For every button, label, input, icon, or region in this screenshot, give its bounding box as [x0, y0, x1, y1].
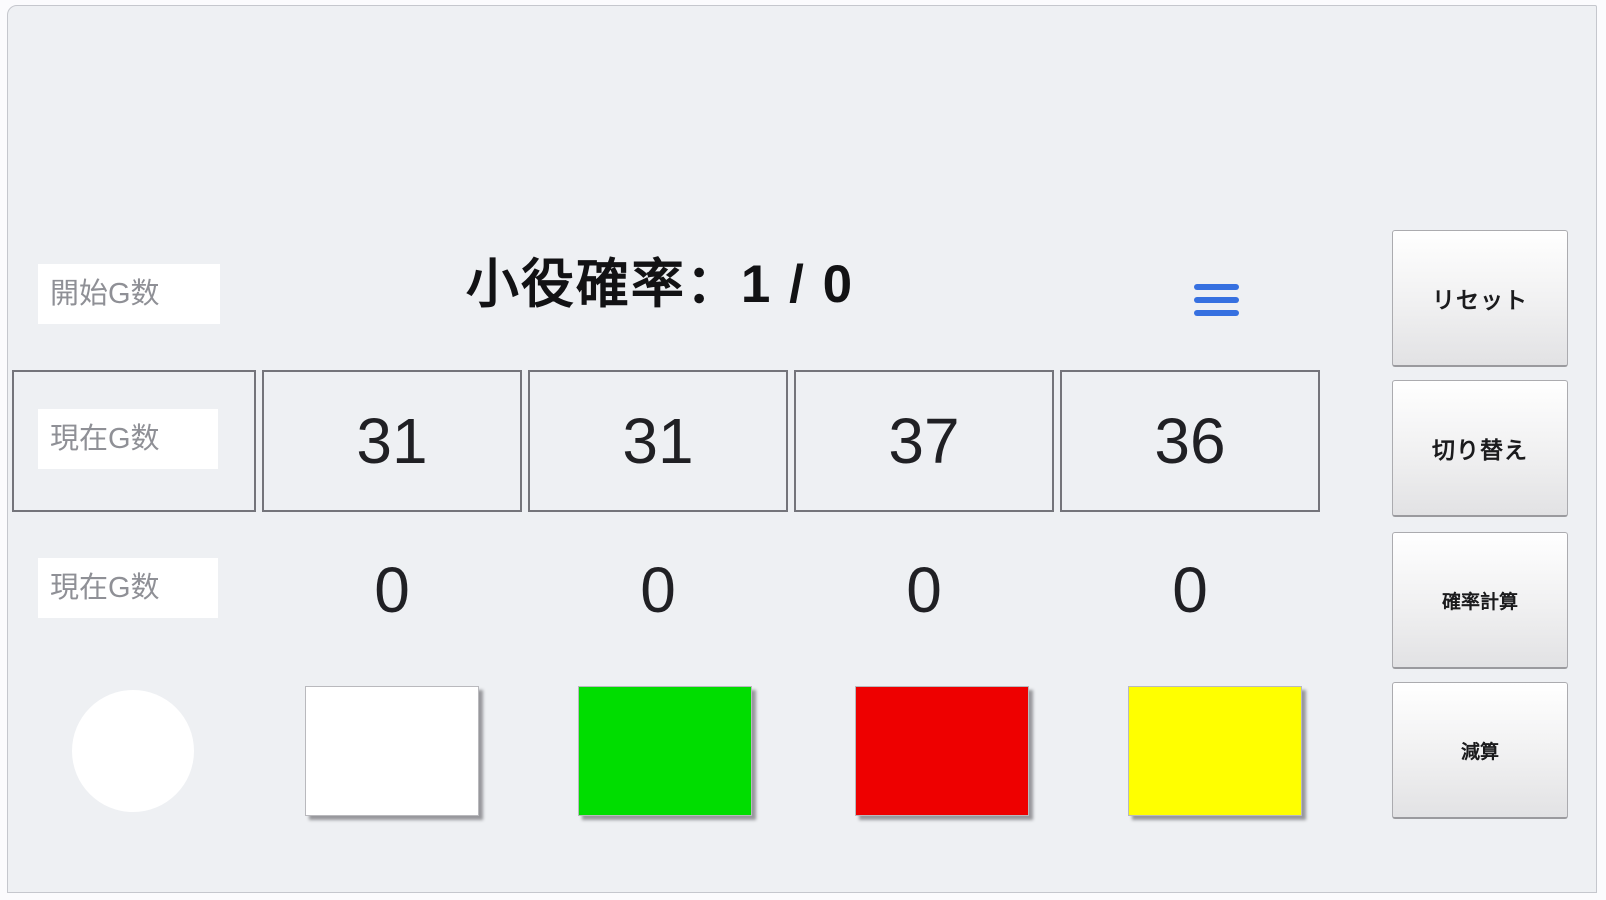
current-g-input-top[interactable]	[38, 409, 218, 469]
subtract-button[interactable]: 減算	[1392, 682, 1568, 819]
switch-button[interactable]: 切り替え	[1392, 380, 1568, 517]
denominator-cell: 37	[794, 370, 1054, 512]
current-g-input-bottom[interactable]	[38, 558, 218, 618]
green-swatch-button[interactable]	[578, 686, 752, 816]
app-frame	[7, 5, 1597, 893]
start-g-input[interactable]	[38, 264, 220, 324]
white-swatch-button[interactable]	[305, 686, 479, 816]
selected-color-indicator-circle	[72, 690, 194, 812]
denominator-cell: 36	[1060, 370, 1320, 512]
count-value: 0	[1172, 554, 1208, 626]
hamburger-bar	[1194, 284, 1239, 290]
denominator-cell: 31	[528, 370, 788, 512]
yellow-swatch-button[interactable]	[1128, 686, 1302, 816]
count-value: 0	[906, 554, 942, 626]
hamburger-bar	[1194, 310, 1239, 316]
count-value: 0	[374, 554, 410, 626]
probability-calc-button[interactable]: 確率計算	[1392, 532, 1568, 669]
probability-title: 小役確率：1 / 0	[465, 255, 855, 314]
current-g-label-cell	[12, 370, 256, 512]
hamburger-bar	[1194, 297, 1239, 303]
count-value: 0	[640, 554, 676, 626]
red-swatch-button[interactable]	[855, 686, 1029, 816]
denominator-cell: 31	[262, 370, 522, 512]
hamburger-menu-icon[interactable]	[1194, 284, 1239, 316]
reset-button[interactable]: リセット	[1392, 230, 1568, 367]
